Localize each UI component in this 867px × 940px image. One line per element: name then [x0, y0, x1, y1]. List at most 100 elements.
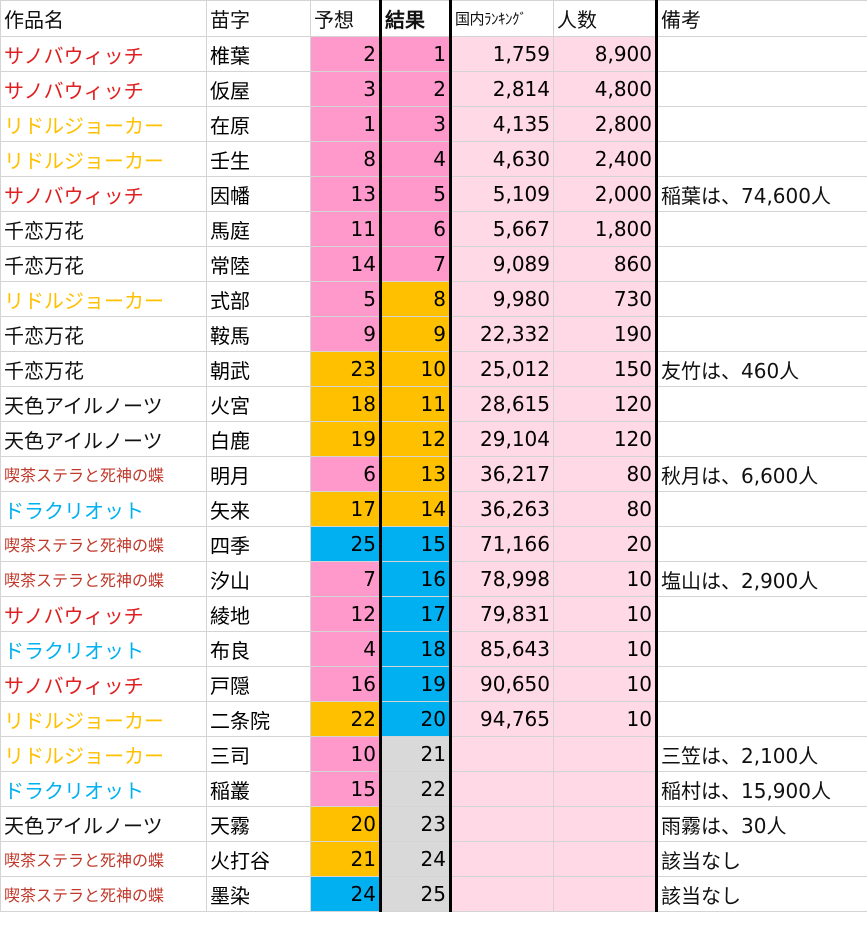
cell-work[interactable]: 千恋万花 [0, 351, 207, 387]
cell-notes[interactable] [656, 281, 867, 317]
cell-people[interactable]: 8,900 [553, 36, 658, 72]
cell-notes[interactable]: 三笠は、2,100人 [656, 736, 867, 772]
cell-surname[interactable]: 在原 [206, 106, 311, 142]
cell-result[interactable]: 19 [380, 666, 452, 702]
cell-people[interactable]: 2,000 [553, 176, 658, 212]
cell-surname[interactable]: 式部 [206, 281, 311, 317]
cell-notes[interactable]: 稲葉は、74,600人 [656, 176, 867, 212]
cell-surname[interactable]: 火宮 [206, 386, 311, 422]
cell-result[interactable]: 11 [380, 386, 452, 422]
cell-prediction[interactable]: 11 [310, 211, 382, 247]
cell-prediction[interactable]: 1 [310, 106, 382, 142]
cell-work[interactable]: 喫茶ステラと死神の蝶 [0, 561, 207, 597]
cell-people[interactable] [553, 841, 658, 877]
cell-result[interactable]: 20 [380, 701, 452, 737]
cell-work[interactable]: リドルジョーカー [0, 106, 207, 142]
cell-work[interactable]: 天色アイルノーツ [0, 421, 207, 457]
cell-ranking[interactable]: 9,980 [450, 281, 554, 317]
cell-ranking[interactable]: 85,643 [450, 631, 554, 667]
cell-ranking[interactable]: 29,104 [450, 421, 554, 457]
cell-prediction[interactable]: 6 [310, 456, 382, 492]
cell-prediction[interactable]: 24 [310, 876, 382, 912]
cell-people[interactable]: 2,400 [553, 141, 658, 177]
cell-surname[interactable]: 壬生 [206, 141, 311, 177]
cell-notes[interactable]: 該当なし [656, 876, 867, 912]
cell-work[interactable]: ドラクリオット [0, 631, 207, 667]
cell-work[interactable]: リドルジョーカー [0, 141, 207, 177]
cell-people[interactable]: 860 [553, 246, 658, 282]
header-result[interactable]: 結果 [380, 0, 452, 37]
cell-ranking[interactable]: 78,998 [450, 561, 554, 597]
cell-surname[interactable]: 椎葉 [206, 36, 311, 72]
cell-surname[interactable]: 明月 [206, 456, 311, 492]
cell-result[interactable]: 3 [380, 106, 452, 142]
cell-notes[interactable] [656, 246, 867, 282]
cell-people[interactable] [553, 771, 658, 807]
cell-people[interactable]: 4,800 [553, 71, 658, 107]
cell-prediction[interactable]: 2 [310, 36, 382, 72]
cell-notes[interactable]: 雨霧は、30人 [656, 806, 867, 842]
cell-prediction[interactable]: 14 [310, 246, 382, 282]
cell-surname[interactable]: 稲叢 [206, 771, 311, 807]
cell-people[interactable]: 10 [553, 666, 658, 702]
cell-surname[interactable]: 墨染 [206, 876, 311, 912]
cell-prediction[interactable]: 5 [310, 281, 382, 317]
cell-people[interactable] [553, 876, 658, 912]
cell-work[interactable]: サノバウィッチ [0, 666, 207, 702]
cell-prediction[interactable]: 25 [310, 526, 382, 562]
cell-notes[interactable] [656, 701, 867, 737]
cell-prediction[interactable]: 17 [310, 491, 382, 527]
cell-result[interactable]: 10 [380, 351, 452, 387]
cell-surname[interactable]: 三司 [206, 736, 311, 772]
cell-notes[interactable]: 秋月は、6,600人 [656, 456, 867, 492]
cell-result[interactable]: 1 [380, 36, 452, 72]
cell-prediction[interactable]: 13 [310, 176, 382, 212]
cell-prediction[interactable]: 19 [310, 421, 382, 457]
cell-people[interactable] [553, 806, 658, 842]
cell-work[interactable]: 天色アイルノーツ [0, 806, 207, 842]
cell-ranking[interactable]: 25,012 [450, 351, 554, 387]
cell-surname[interactable]: 仮屋 [206, 71, 311, 107]
cell-result[interactable]: 4 [380, 141, 452, 177]
cell-result[interactable]: 18 [380, 631, 452, 667]
cell-people[interactable]: 20 [553, 526, 658, 562]
cell-people[interactable]: 10 [553, 596, 658, 632]
cell-work[interactable]: サノバウィッチ [0, 176, 207, 212]
cell-ranking[interactable]: 5,667 [450, 211, 554, 247]
cell-result[interactable]: 7 [380, 246, 452, 282]
cell-work[interactable]: リドルジョーカー [0, 281, 207, 317]
cell-work[interactable]: サノバウィッチ [0, 596, 207, 632]
cell-prediction[interactable]: 18 [310, 386, 382, 422]
cell-prediction[interactable]: 16 [310, 666, 382, 702]
cell-ranking[interactable]: 2,814 [450, 71, 554, 107]
cell-notes[interactable] [656, 141, 867, 177]
cell-notes[interactable]: 該当なし [656, 841, 867, 877]
cell-work[interactable]: サノバウィッチ [0, 71, 207, 107]
cell-prediction[interactable]: 9 [310, 316, 382, 352]
cell-people[interactable]: 80 [553, 491, 658, 527]
cell-work[interactable]: サノバウィッチ [0, 36, 207, 72]
cell-surname[interactable]: 常陸 [206, 246, 311, 282]
cell-ranking[interactable]: 9,089 [450, 246, 554, 282]
cell-work[interactable]: 天色アイルノーツ [0, 386, 207, 422]
cell-notes[interactable]: 稲村は、15,900人 [656, 771, 867, 807]
cell-surname[interactable]: 朝武 [206, 351, 311, 387]
header-people[interactable]: 人数 [553, 0, 658, 37]
cell-ranking[interactable]: 4,135 [450, 106, 554, 142]
cell-people[interactable] [553, 736, 658, 772]
cell-prediction[interactable]: 7 [310, 561, 382, 597]
cell-notes[interactable] [656, 211, 867, 247]
header-work[interactable]: 作品名 [0, 0, 207, 37]
cell-ranking[interactable] [450, 806, 554, 842]
cell-people[interactable]: 120 [553, 421, 658, 457]
cell-prediction[interactable]: 22 [310, 701, 382, 737]
header-ranking[interactable]: 国内ﾗﾝｷﾝｸﾞ [450, 0, 554, 37]
cell-notes[interactable] [656, 36, 867, 72]
cell-prediction[interactable]: 10 [310, 736, 382, 772]
cell-people[interactable]: 120 [553, 386, 658, 422]
cell-notes[interactable]: 友竹は、460人 [656, 351, 867, 387]
cell-ranking[interactable]: 94,765 [450, 701, 554, 737]
cell-result[interactable]: 5 [380, 176, 452, 212]
cell-ranking[interactable] [450, 841, 554, 877]
cell-surname[interactable]: 鞍馬 [206, 316, 311, 352]
